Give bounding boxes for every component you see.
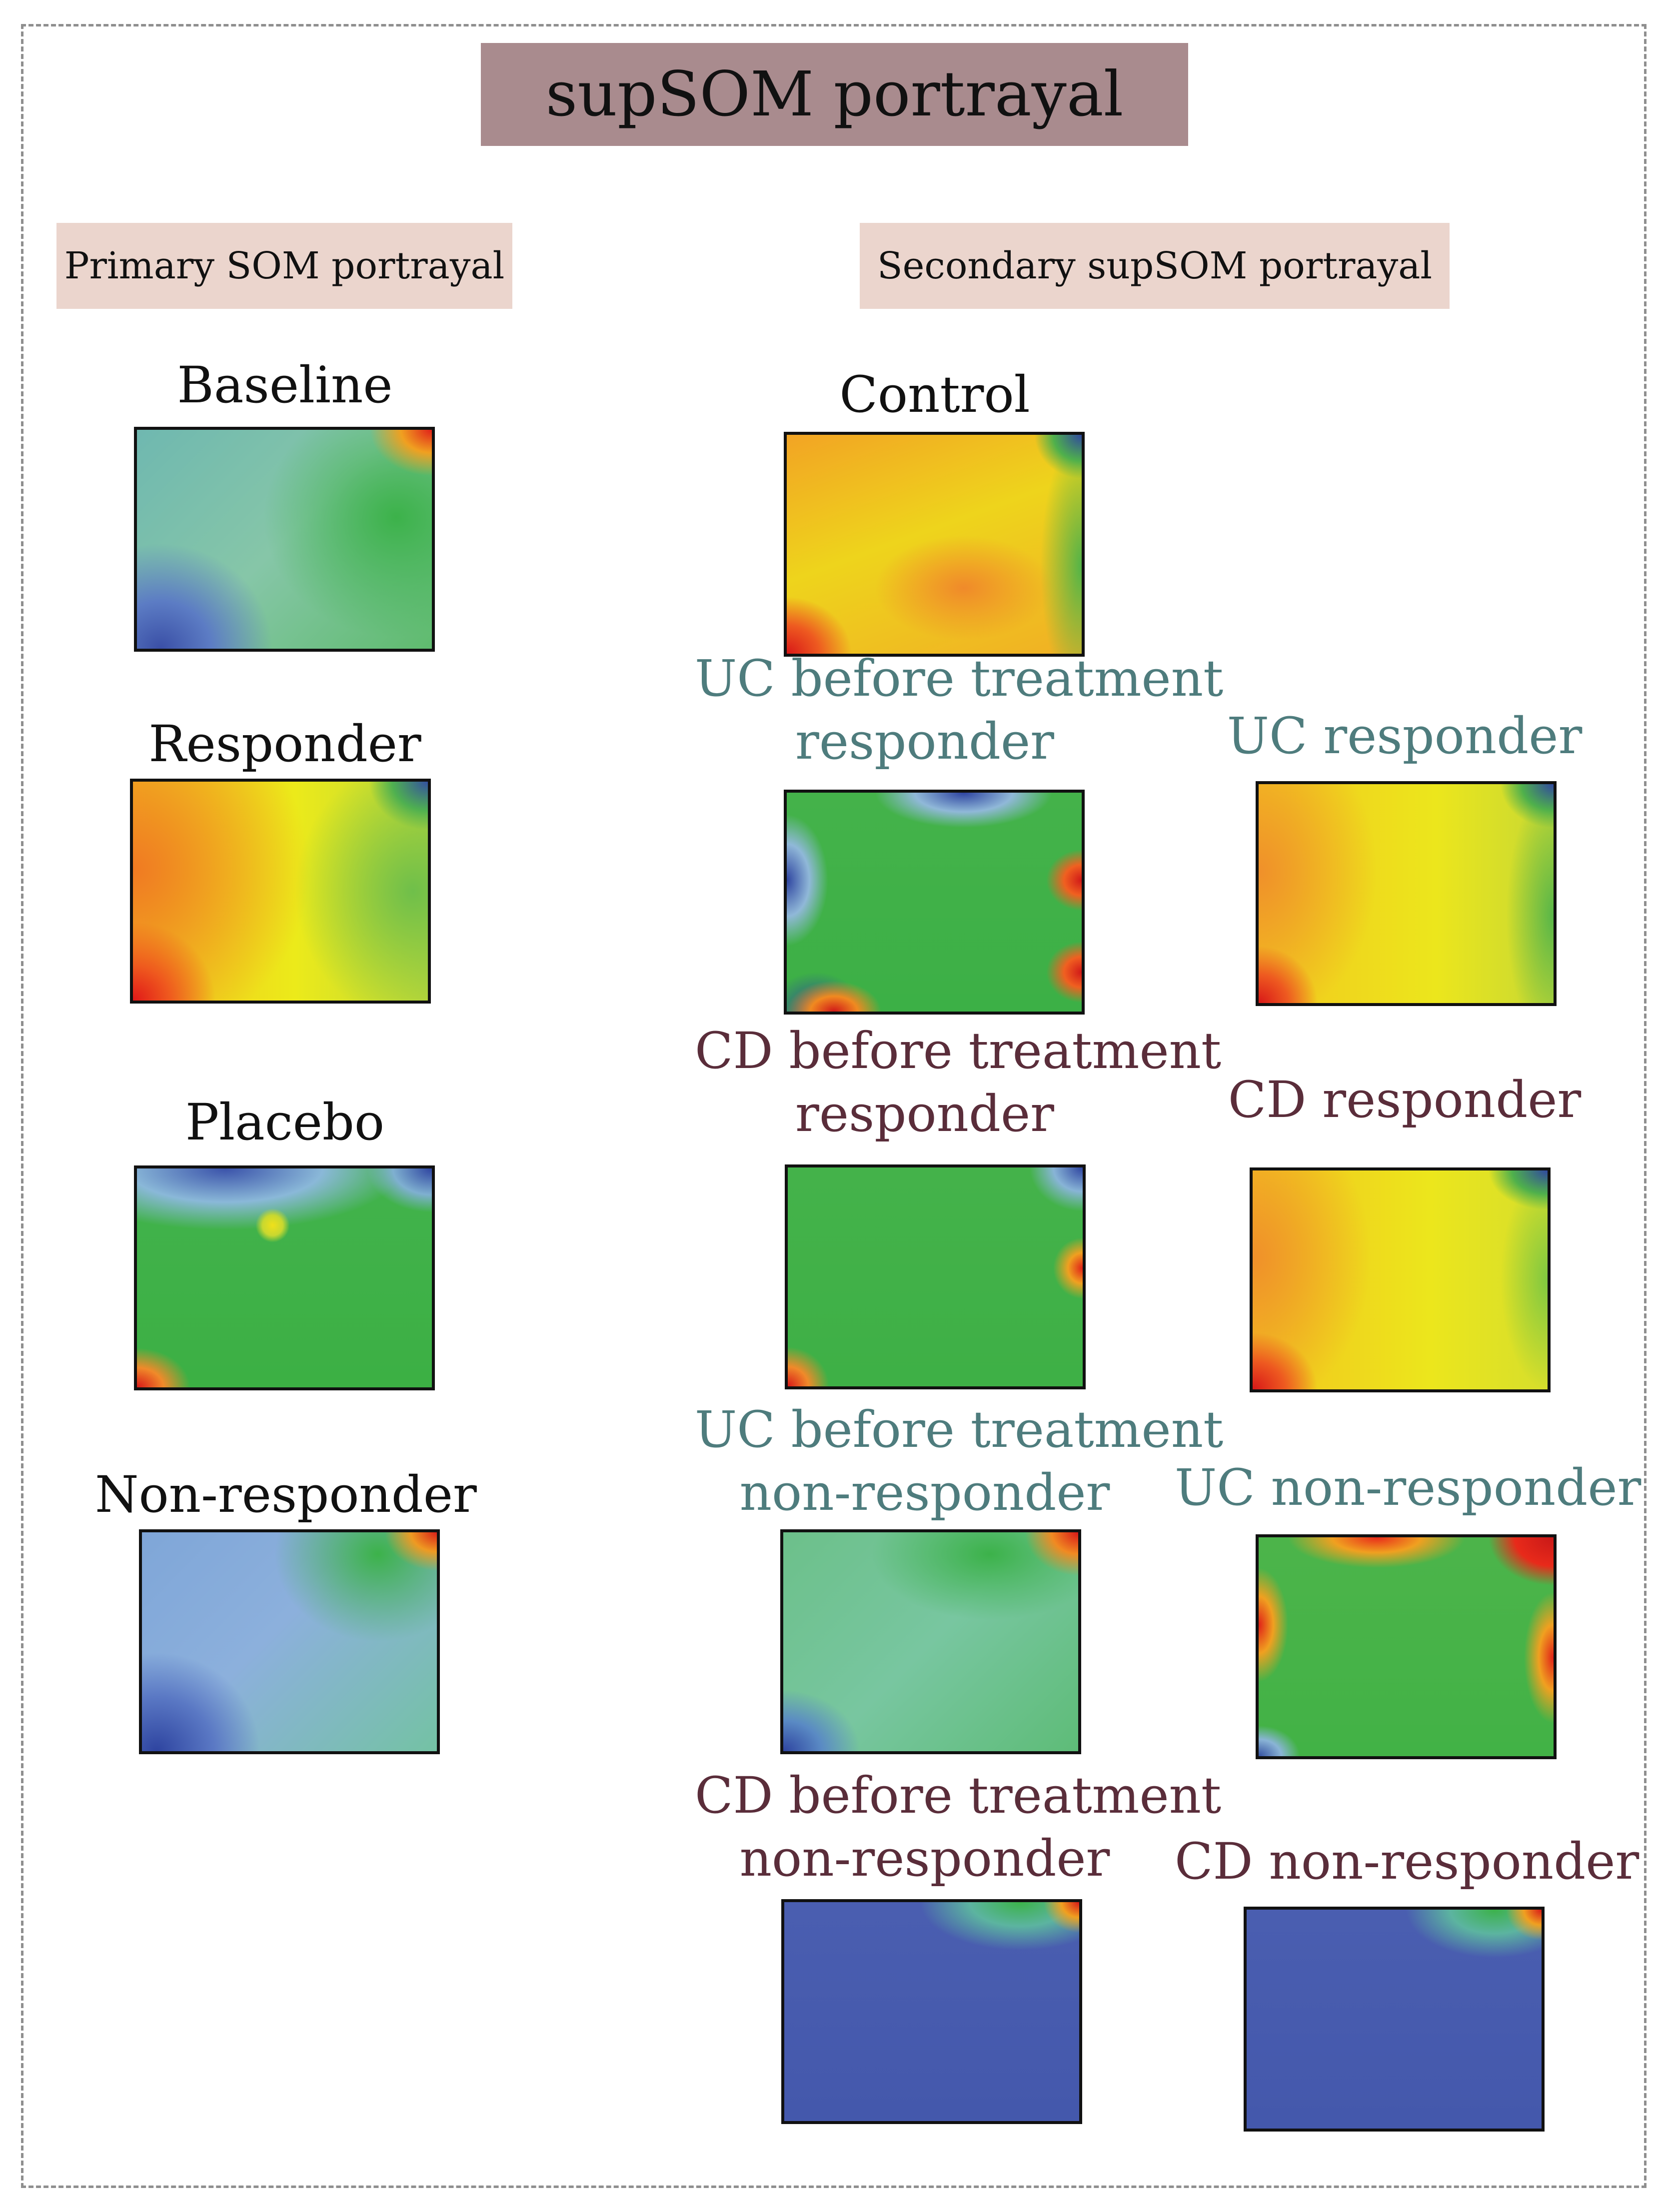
control-map	[784, 432, 1085, 657]
cd-before-responder-map	[785, 1164, 1086, 1389]
uc-nonresponder-map	[1256, 1534, 1557, 1759]
cd-nonresponder-label: CD non-responder	[1175, 1832, 1640, 1891]
cd-before-nonresponder-label-line2: non-responder	[739, 1829, 1110, 1888]
figure-title: supSOM portrayal	[481, 43, 1188, 146]
uc-before-responder-label-line2: responder	[795, 712, 1054, 771]
baseline-map	[134, 427, 435, 652]
baseline-label: Baseline	[177, 356, 393, 414]
uc-before-nonresponder-label-line2: non-responder	[739, 1463, 1110, 1522]
responder-map	[130, 779, 431, 1004]
control-label: Control	[839, 365, 1030, 424]
uc-before-responder-map	[784, 790, 1085, 1015]
cd-responder-label: CD responder	[1228, 1071, 1582, 1129]
uc-responder-label: UC responder	[1227, 707, 1583, 765]
cd-responder-map	[1250, 1167, 1551, 1392]
cd-before-responder-label-line2: responder	[795, 1085, 1054, 1143]
primary-section-header: Primary SOM portrayal	[56, 223, 512, 309]
secondary-section-header: Secondary supSOM portrayal	[860, 223, 1450, 309]
cd-before-responder-label-line1: CD before treatment	[695, 1022, 1222, 1080]
non-responder-label: Non-responder	[95, 1465, 477, 1524]
cd-before-nonresponder-label-line1: CD before treatment	[695, 1766, 1222, 1825]
placebo-label: Placebo	[185, 1093, 385, 1151]
cd-nonresponder-map	[1244, 1907, 1545, 2132]
placebo-map	[134, 1165, 435, 1390]
non-responder-map	[139, 1529, 440, 1754]
responder-label: Responder	[148, 715, 421, 773]
uc-nonresponder-label: UC non-responder	[1175, 1458, 1642, 1517]
dashed-frame	[21, 24, 1647, 2188]
uc-before-nonresponder-map	[780, 1529, 1081, 1754]
uc-before-responder-label-line1: UC before treatment	[695, 649, 1224, 708]
cd-before-nonresponder-map	[781, 1899, 1082, 2124]
uc-before-nonresponder-label-line1: UC before treatment	[695, 1400, 1224, 1459]
uc-responder-map	[1256, 781, 1557, 1006]
